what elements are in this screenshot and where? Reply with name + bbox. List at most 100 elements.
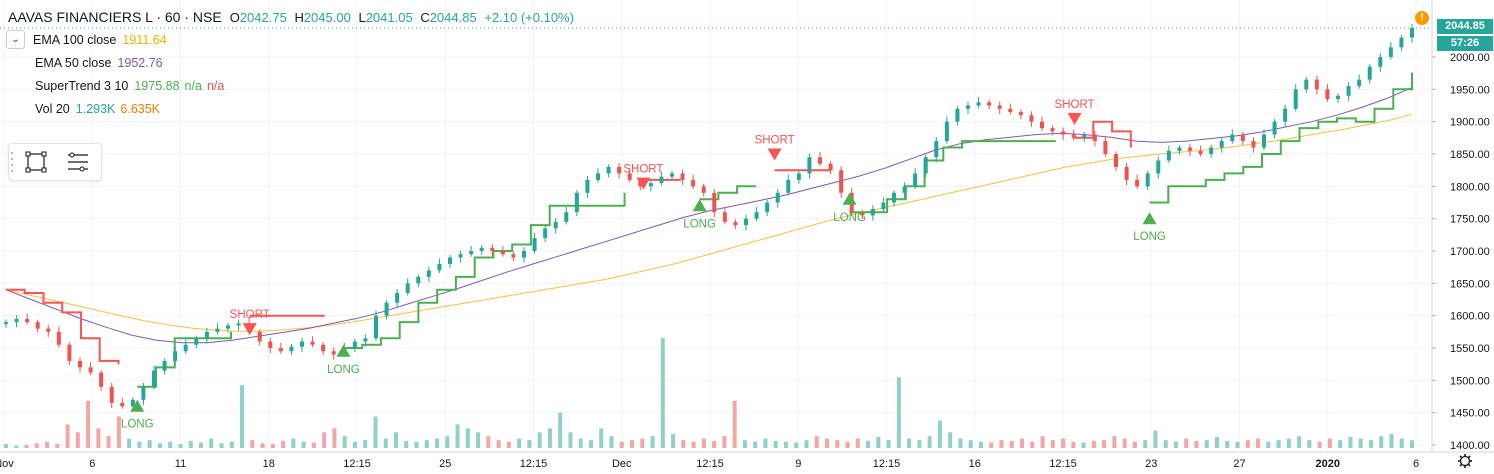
volume-bar (137, 441, 142, 448)
candle-body (670, 173, 674, 177)
candle-body (1304, 79, 1309, 90)
indicator-name: Vol 20 (35, 101, 70, 116)
candle-body (818, 157, 822, 164)
indicator-value: 1975.88 (134, 78, 180, 93)
candle-body (1008, 108, 1013, 112)
indicator-value: 6.635K (120, 101, 161, 116)
volume-bar (1256, 438, 1261, 448)
candlesticks (4, 24, 1414, 411)
volume-bar (660, 338, 665, 448)
indicator-ema100[interactable]: ⌄ EMA 100 close 1911.64 (6, 28, 578, 51)
price-axis-background (1432, 0, 1494, 474)
candle-body (1177, 147, 1182, 151)
volume-bar (291, 438, 296, 448)
collapse-legend-button[interactable]: ⌄ (6, 30, 25, 49)
candle-body (120, 402, 125, 407)
time-tick-label: Nov (0, 458, 14, 470)
volume-bar (517, 438, 522, 448)
volume-bar (681, 440, 686, 448)
price-tick-label: 1650.00 (1450, 278, 1490, 290)
candle-body (1071, 134, 1076, 138)
long-signal-arrow (692, 199, 707, 212)
short-signal-arrow (1067, 112, 1082, 125)
volume-bar (1122, 438, 1127, 448)
volume-bar (1348, 437, 1353, 448)
volume-bar (270, 444, 275, 448)
volume-bar (1307, 440, 1312, 448)
candle-body (796, 173, 801, 180)
volume-bar (1410, 440, 1414, 448)
candle-body (1092, 134, 1097, 142)
indicator-supertrend[interactable]: SuperTrend 3 10 1975.88 n/a n/a (8, 74, 578, 97)
volume-bar (896, 377, 901, 448)
symbol-title[interactable]: AAVAS FINANCIERS L · 60 · NSE (8, 9, 222, 25)
long-signal-label: LONG (683, 218, 716, 230)
candle-body (902, 186, 907, 193)
candle-body (405, 283, 410, 294)
volume-bar (75, 432, 80, 448)
supertrend-segment (699, 185, 756, 201)
drag-handle-icon[interactable] (9, 150, 15, 174)
settings-lines-button[interactable] (57, 146, 99, 178)
candle-body (775, 192, 780, 203)
close-value: 2044.85 (429, 9, 477, 25)
candle-body (701, 186, 706, 193)
high-label: H (294, 9, 304, 25)
time-tick-label: 9 (795, 458, 801, 470)
volume-bar (978, 441, 983, 448)
candle-body (458, 254, 463, 258)
volume-bar (1081, 442, 1086, 448)
volume-bar (537, 432, 542, 448)
time-tick-label: 11 (175, 458, 186, 470)
time-tick-label: 18 (263, 458, 275, 470)
volume-bar (486, 436, 491, 448)
candle-body (627, 173, 632, 180)
volume-bar (445, 436, 450, 448)
candle-body (1388, 47, 1393, 57)
warning-icon[interactable]: ! (1415, 11, 1429, 25)
candle-body (870, 208, 875, 216)
candle-body (765, 202, 770, 213)
candle-body (1114, 154, 1118, 167)
candle-body (35, 322, 40, 329)
volume-bar (116, 416, 121, 448)
candle-body (712, 192, 717, 213)
candle-body (691, 179, 696, 187)
volume-bar (1050, 440, 1055, 448)
candle-body (955, 108, 960, 122)
select-rectangle-button[interactable] (15, 146, 57, 178)
candle-body (215, 328, 220, 332)
volume-bar (835, 440, 840, 448)
time-tick-label: 25 (439, 458, 451, 470)
settings-gear-icon[interactable] (1458, 454, 1472, 468)
candle-body (204, 331, 209, 339)
long-signal-arrow (1142, 212, 1157, 225)
volume-bar (96, 428, 101, 448)
volume-bar (424, 440, 429, 448)
volume-bar (1327, 438, 1332, 448)
candle-body (574, 192, 579, 213)
symbol-header: AAVAS FINANCIERS L · 60 · NSE O2042.75 H… (8, 6, 578, 28)
volume-bar (671, 433, 676, 448)
volume-bar (250, 440, 255, 448)
volume-bar (260, 443, 265, 448)
volume-bar (1163, 440, 1168, 448)
candle-body (152, 370, 156, 387)
candle-body (860, 212, 865, 216)
volume-bar (1368, 440, 1373, 448)
low-value: 2041.05 (365, 9, 413, 25)
volume-bar (55, 444, 60, 448)
candle-body (416, 276, 421, 284)
volume-bar (855, 438, 860, 448)
candle-body (1029, 115, 1034, 122)
volume-bar (1317, 441, 1322, 448)
supertrend-segment (1149, 72, 1413, 204)
indicator-volume[interactable]: Vol 20 1.293K 6.635K (8, 97, 578, 120)
ema-100-path (5, 113, 1413, 332)
volume-bar (1225, 440, 1230, 448)
indicator-ema50[interactable]: EMA 50 close 1952.76 (8, 51, 578, 74)
volume-bar (1112, 436, 1117, 448)
time-tick-label: 6 (89, 458, 95, 470)
volume-bar (476, 432, 481, 448)
